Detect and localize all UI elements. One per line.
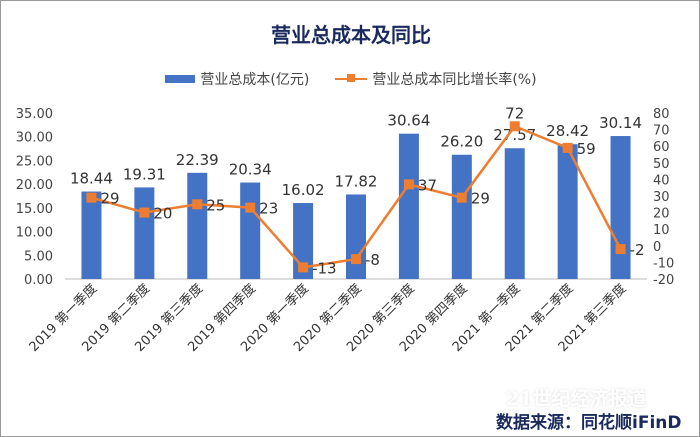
bar bbox=[451, 154, 472, 279]
line-data-label: 72 bbox=[505, 104, 524, 122]
source-note: 数据来源：同花顺iFinD bbox=[496, 413, 682, 433]
bar bbox=[504, 148, 525, 279]
line-marker bbox=[403, 179, 414, 190]
line-data-label: 20 bbox=[153, 205, 172, 223]
line-data-label: -8 bbox=[365, 251, 380, 269]
line-marker bbox=[86, 192, 97, 203]
y-right-tick-label: 70 bbox=[653, 124, 670, 139]
line-data-label: 25 bbox=[206, 196, 225, 214]
line-marker bbox=[351, 254, 361, 265]
bar bbox=[81, 191, 102, 279]
line-data-label: 29 bbox=[471, 190, 490, 208]
bar-data-label: 17.82 bbox=[335, 172, 378, 190]
line-marker bbox=[298, 262, 309, 273]
watermark: 21世纪经济报道 bbox=[506, 388, 647, 410]
bar bbox=[346, 194, 366, 279]
bar bbox=[240, 182, 261, 279]
bar bbox=[134, 187, 155, 279]
bar bbox=[610, 136, 631, 279]
y-left-tick-label: 15.00 bbox=[16, 202, 53, 217]
y-right-tick-label: 10 bbox=[653, 223, 670, 238]
y-right-tick-label: 30 bbox=[653, 190, 670, 205]
legend-label: 营业总成本(亿元) bbox=[200, 72, 310, 88]
y-right-tick-label: 50 bbox=[653, 157, 670, 172]
y-left-tick-label: 35.00 bbox=[16, 107, 53, 122]
line-marker bbox=[456, 192, 467, 203]
y-right-tick-label: 0 bbox=[653, 240, 661, 255]
y-right-tick-label: -20 bbox=[653, 273, 674, 288]
line-marker bbox=[245, 202, 256, 213]
line-marker bbox=[139, 207, 150, 218]
bar bbox=[187, 172, 208, 279]
bar-data-label: 20.34 bbox=[229, 161, 272, 179]
bar-data-label: 26.20 bbox=[440, 133, 483, 151]
line-marker bbox=[615, 244, 626, 255]
legend-bar-swatch bbox=[165, 75, 196, 83]
line-marker bbox=[509, 121, 520, 132]
y-right-tick-label: -10 bbox=[653, 256, 674, 271]
line-data-label: 29 bbox=[100, 190, 119, 208]
y-left-tick-label: 25.00 bbox=[16, 154, 53, 169]
y-right-tick-label: 80 bbox=[653, 107, 670, 122]
legend-label: 营业总成本同比增长率(%) bbox=[372, 72, 537, 88]
bar bbox=[557, 144, 578, 279]
line-data-label: -13 bbox=[312, 259, 337, 277]
y-left-tick-label: 5.00 bbox=[24, 249, 53, 264]
bar bbox=[398, 133, 419, 279]
legend: 营业总成本(亿元) 营业总成本同比增长率(%) bbox=[1, 69, 699, 89]
bar-data-label: 30.64 bbox=[387, 112, 430, 130]
y-right-tick-label: 60 bbox=[653, 140, 670, 155]
y-left-tick-label: 30.00 bbox=[16, 131, 53, 146]
bar-data-label: 30.14 bbox=[599, 114, 642, 132]
y-left-tick-label: 10.00 bbox=[16, 226, 53, 241]
y-right-tick-label: 40 bbox=[653, 173, 670, 188]
y-left-tick-label: 20.00 bbox=[16, 178, 53, 193]
bar-data-label: 16.02 bbox=[282, 181, 325, 199]
legend-item-growth: 营业总成本同比增长率(%) bbox=[335, 69, 537, 89]
line-data-label: -2 bbox=[630, 241, 645, 259]
legend-item-cost: 营业总成本(亿元) bbox=[165, 69, 309, 89]
y-left-tick-label: 0.00 bbox=[24, 273, 53, 288]
line-data-label: 37 bbox=[418, 176, 437, 194]
bar-data-label: 28.42 bbox=[546, 122, 589, 140]
line-data-label: 23 bbox=[259, 200, 278, 218]
bar-data-label: 22.39 bbox=[176, 151, 219, 169]
line-marker bbox=[192, 199, 203, 210]
line-marker bbox=[562, 142, 573, 153]
y-right-tick-label: 20 bbox=[653, 207, 670, 222]
chart-title: 营业总成本及同比 bbox=[271, 23, 431, 47]
legend-line-swatch bbox=[335, 74, 368, 82]
line-data-label: 59 bbox=[577, 140, 596, 158]
bar-data-label: 19.31 bbox=[123, 165, 166, 183]
bar-data-label: 18.44 bbox=[70, 170, 113, 188]
